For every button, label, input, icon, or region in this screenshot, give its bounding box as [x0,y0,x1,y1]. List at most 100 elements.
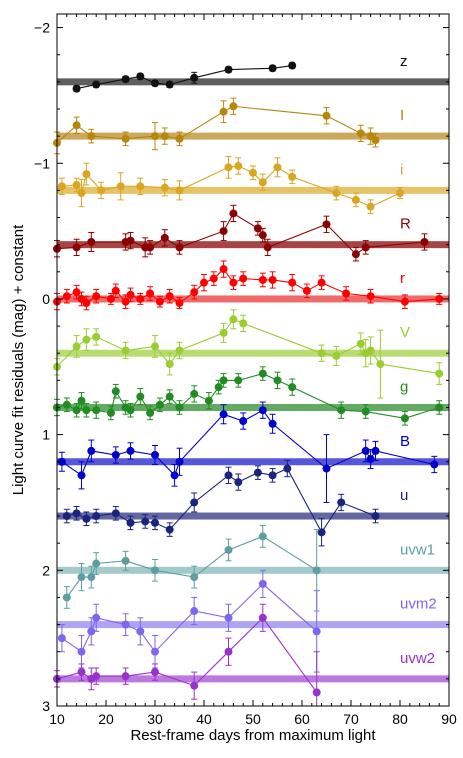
data-point [283,464,292,473]
data-point [72,288,81,297]
data-point [200,278,208,287]
band-label-i: I [400,107,404,124]
data-point [146,289,155,298]
data-point [121,620,130,629]
data-point [342,289,351,298]
x-tick-label: 60 [294,711,310,727]
baseline-band-z [57,78,449,86]
data-point [190,681,199,690]
band-label-v: V [400,324,410,341]
data-point [322,111,331,120]
data-point [72,243,81,252]
data-point [92,512,101,521]
band-label-g: g [400,378,408,395]
baseline-band-v [57,349,449,357]
band-label-uvw1: uvw1 [400,541,435,558]
data-point [190,389,199,398]
baseline-band-uvw2 [57,675,449,683]
data-point [322,220,331,229]
data-point [268,64,277,73]
data-point [224,647,233,656]
data-point [136,72,145,81]
data-point [82,299,91,308]
data-point [263,243,272,252]
data-point [190,288,199,297]
series-line-uvw1 [66,535,317,598]
data-point [317,349,326,358]
band-label-b: B [400,433,410,450]
data-point [190,573,199,582]
x-tick-label: 10 [49,711,65,727]
data-point [239,319,248,328]
band-label-z: z [400,53,408,70]
data-point [253,468,262,477]
data-point [151,79,159,88]
data-point [337,498,346,507]
data-point [312,688,321,697]
band-label-i: i [400,161,403,178]
data-point [146,243,155,252]
data-point [430,460,439,469]
data-point [160,233,169,242]
plot-frame [56,13,450,707]
series-z [72,61,297,93]
data-point [361,446,370,455]
data-point [92,613,101,622]
data-point [57,634,66,643]
data-point [151,647,159,656]
data-point [258,579,267,588]
data-point [234,161,243,170]
data-series [53,61,444,707]
series-i [57,155,404,214]
data-point [121,134,130,143]
data-point [136,392,145,401]
baseline-band-r [57,241,449,249]
data-point [151,668,159,677]
data-point [219,376,228,385]
data-point [258,369,267,378]
data-point [317,528,326,537]
data-point [57,457,66,466]
data-point [141,517,150,526]
data-point [87,132,96,141]
data-point [239,274,248,283]
data-point [219,265,228,274]
baseline-band-uvw1 [57,566,449,574]
data-point [288,383,297,392]
series-line-i [61,165,401,208]
data-point [258,231,267,240]
data-point [121,297,130,306]
data-point [268,471,277,480]
data-point [97,186,106,195]
data-point [190,607,199,616]
data-point [219,328,228,337]
data-point [92,80,101,89]
data-point [224,163,233,172]
data-point [356,129,365,138]
data-point [77,573,86,582]
data-point [302,286,311,295]
data-point [175,457,184,466]
series-r [53,204,429,262]
data-point [190,498,199,507]
series-u [62,459,380,547]
band-label-u: u [400,487,408,504]
data-point [229,102,238,111]
x-tick-label: 90 [441,711,457,727]
data-point [77,189,86,198]
data-point [87,573,96,582]
data-point [268,419,277,428]
data-point [273,376,282,385]
data-point [111,286,120,295]
data-point [82,335,91,344]
x-axis-label: Rest-frame days from maximum light [130,727,376,744]
data-point [258,178,267,187]
data-point [151,566,159,575]
data-point [435,403,444,412]
data-point [121,346,130,355]
data-point [258,613,267,622]
data-point [209,274,218,283]
data-point [371,446,380,455]
data-point [175,186,184,195]
